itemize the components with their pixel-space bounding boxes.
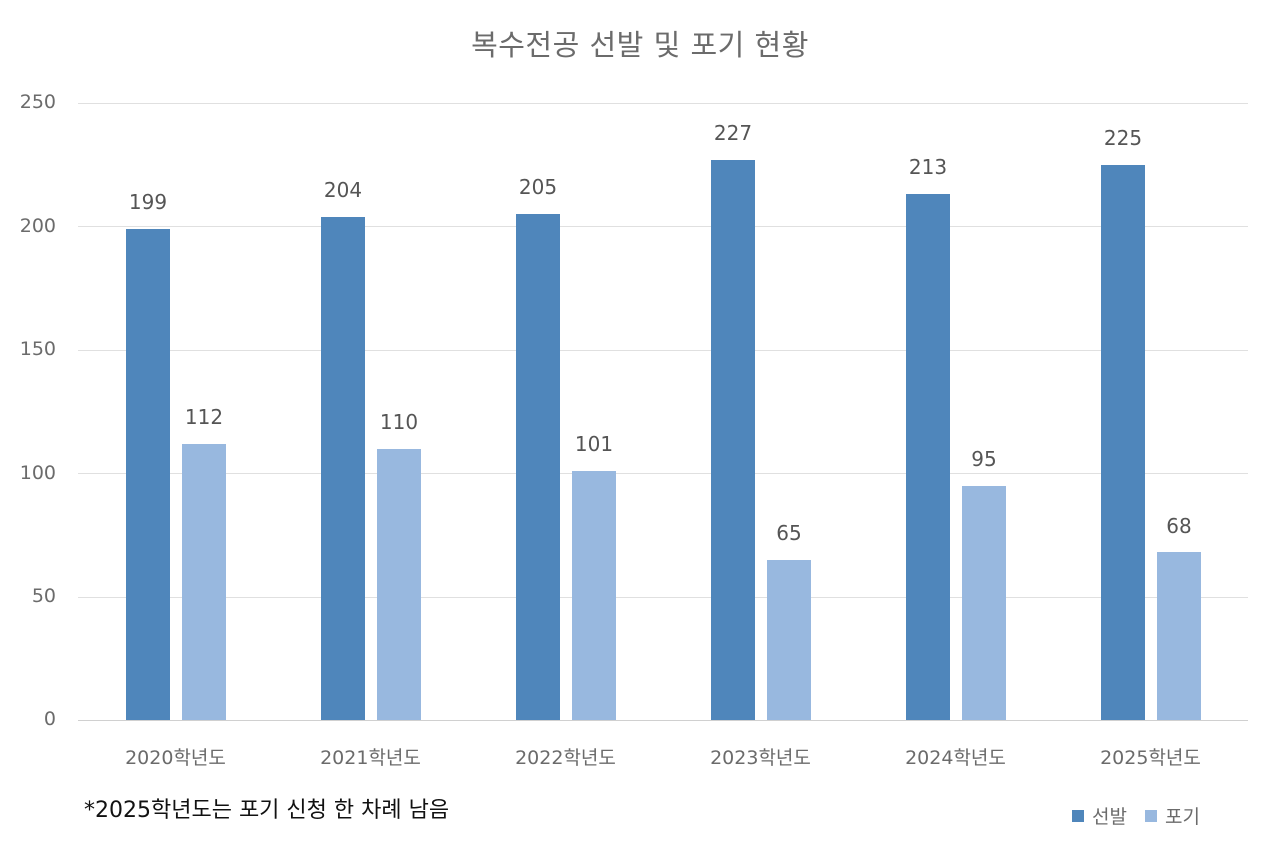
bar-selected-2025 [1101,165,1145,720]
value-label-dropped-2025: 68 [1166,514,1192,538]
x-axis-line [78,720,1248,721]
value-label-selected-2020: 199 [128,190,168,214]
legend-item-selected: 선발 [1072,802,1127,829]
bar-selected-2023 [711,160,755,720]
value-label-selected-2025: 225 [1103,126,1143,150]
bar-dropped-2021 [377,449,421,720]
x-tick-2023: 2023학년도 [710,747,811,769]
gridline-50 [78,597,1248,598]
value-label-dropped-2020: 112 [184,405,224,429]
x-tick-2021: 2021학년도 [320,747,421,769]
y-tick-0: 0 [43,708,56,730]
legend-label-dropped: 포기 [1164,806,1200,828]
legend-swatch-selected [1072,809,1084,822]
x-tick-2024: 2024학년도 [905,747,1006,769]
bar-selected-2024 [906,194,950,720]
x-tick-2025: 2025학년도 [1100,747,1201,769]
bar-dropped-2024 [962,486,1006,720]
value-label-selected-2022: 205 [518,175,558,199]
y-tick-200: 200 [19,215,56,237]
gridline-150 [78,350,1248,351]
legend-item-dropped: 포기 [1144,802,1200,829]
gridline-100 [78,473,1248,474]
value-label-selected-2023: 227 [713,121,753,145]
chart-title: 복수전공 선발 및 포기 현황 [471,28,809,62]
y-tick-100: 100 [19,462,56,484]
value-label-dropped-2022: 101 [574,432,614,456]
value-label-selected-2024: 213 [908,155,948,179]
bar-selected-2022 [516,214,560,720]
gridline-200 [78,226,1248,227]
value-label-dropped-2024: 95 [971,447,997,471]
value-label-dropped-2021: 110 [379,410,419,434]
bar-selected-2020 [126,229,170,720]
x-tick-2022: 2022학년도 [515,747,616,769]
y-tick-250: 250 [19,91,56,113]
legend: 선발 포기 [1072,802,1218,829]
bar-dropped-2023 [767,560,811,720]
legend-label-selected: 선발 [1092,806,1127,828]
bar-dropped-2025 [1157,552,1201,720]
y-tick-150: 150 [19,338,56,360]
value-label-dropped-2023: 65 [776,521,802,545]
x-tick-2020: 2020학년도 [125,747,226,769]
bar-dropped-2022 [572,471,616,720]
bar-selected-2021 [321,217,365,720]
legend-swatch-dropped [1144,809,1157,822]
plot-area: 199 112 204 110 205 101 227 65 213 95 22… [78,103,1248,721]
value-label-selected-2021: 204 [323,178,363,202]
bar-dropped-2020 [182,444,226,720]
y-tick-50: 50 [31,585,56,607]
footnote: *2025학년도는 포기 신청 한 차례 남음 [84,798,450,823]
gridline-250 [78,103,1248,104]
